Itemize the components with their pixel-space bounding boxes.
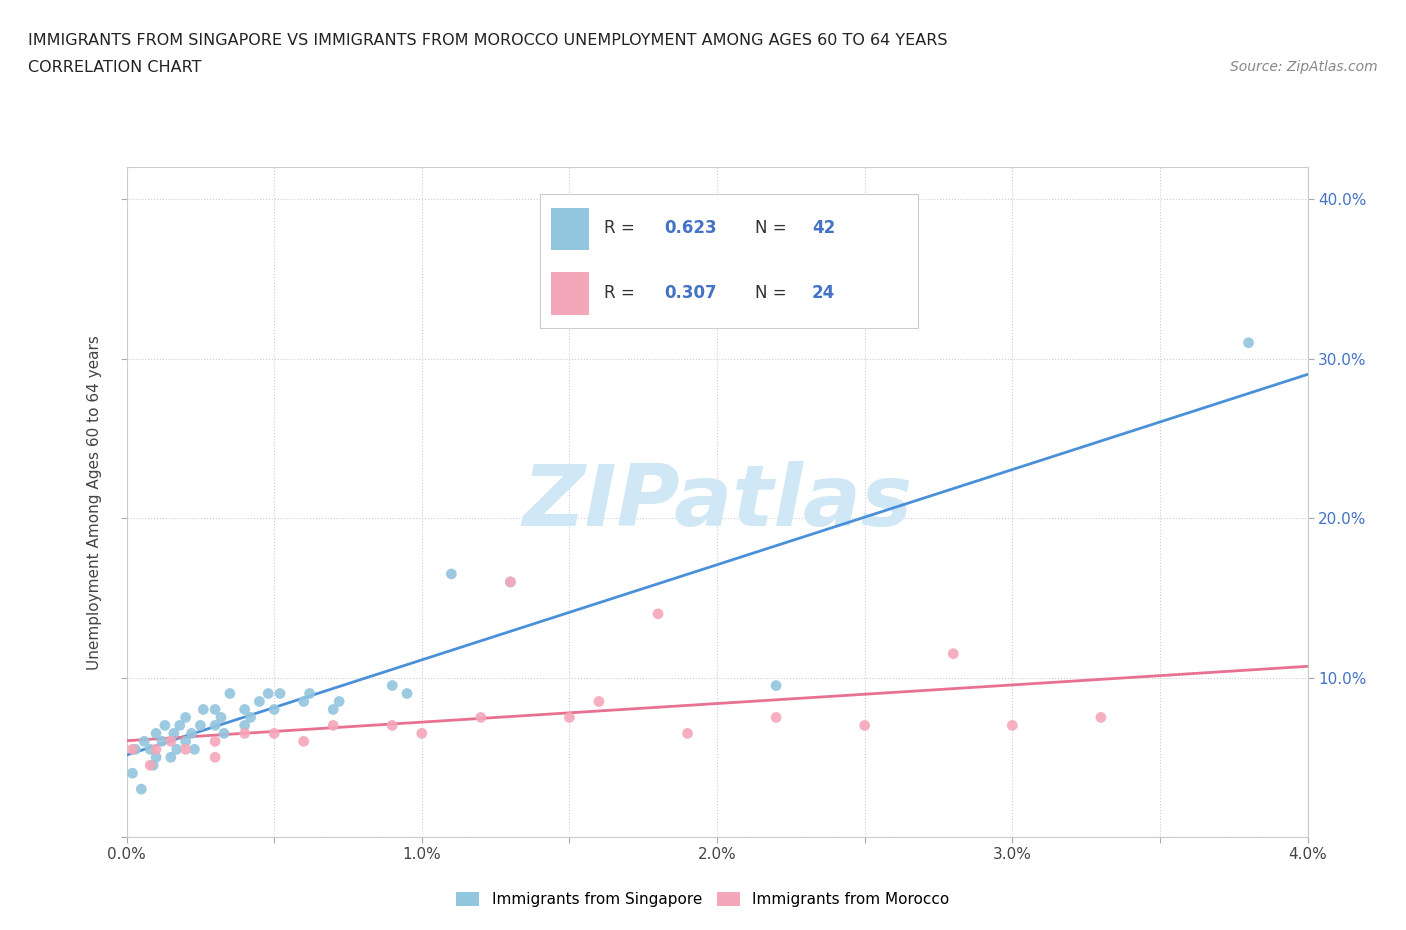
Point	[174, 710, 197, 724]
Point	[204, 702, 226, 717]
Point	[1237, 336, 1260, 351]
Text: IMMIGRANTS FROM SINGAPORE VS IMMIGRANTS FROM MOROCCO UNEMPLOYMENT AMONG AGES 60 : IMMIGRANTS FROM SINGAPORE VS IMMIGRANTS …	[28, 33, 948, 47]
Point	[381, 718, 404, 733]
Point	[134, 734, 156, 749]
Point	[381, 678, 404, 693]
Point	[193, 702, 215, 717]
Point	[247, 694, 270, 709]
Point	[160, 750, 183, 764]
Point	[411, 726, 433, 741]
Point	[139, 742, 162, 757]
Point	[853, 718, 876, 733]
Point	[129, 782, 153, 797]
Point	[1001, 718, 1024, 733]
Point	[499, 575, 522, 590]
Point	[166, 742, 188, 757]
Point	[153, 718, 176, 733]
Point	[209, 710, 232, 724]
Point	[233, 718, 256, 733]
Point	[233, 726, 256, 741]
Point	[942, 646, 965, 661]
Point	[765, 678, 787, 693]
Text: ZIPatlas: ZIPatlas	[522, 460, 912, 544]
Y-axis label: Unemployment Among Ages 60 to 64 years: Unemployment Among Ages 60 to 64 years	[87, 335, 103, 670]
Point	[263, 702, 285, 717]
Point	[440, 566, 463, 581]
Point	[233, 702, 256, 717]
Point	[396, 686, 419, 701]
Point	[292, 734, 315, 749]
Point	[183, 742, 205, 757]
Point	[239, 710, 262, 724]
Point	[145, 726, 167, 741]
Point	[269, 686, 291, 701]
Text: Source: ZipAtlas.com: Source: ZipAtlas.com	[1230, 60, 1378, 74]
Point	[676, 726, 699, 741]
Point	[212, 726, 235, 741]
Point	[160, 734, 183, 749]
Point	[219, 686, 242, 701]
Point	[180, 726, 202, 741]
Point	[558, 710, 581, 724]
Point	[163, 726, 186, 741]
Legend: Immigrants from Singapore, Immigrants from Morocco: Immigrants from Singapore, Immigrants fr…	[450, 885, 956, 913]
Point	[292, 694, 315, 709]
Text: CORRELATION CHART: CORRELATION CHART	[28, 60, 201, 75]
Point	[328, 694, 350, 709]
Point	[121, 742, 143, 757]
Point	[647, 606, 669, 621]
Point	[470, 710, 492, 724]
Point	[145, 750, 167, 764]
Point	[188, 718, 211, 733]
Point	[124, 742, 146, 757]
Point	[145, 742, 167, 757]
Point	[121, 765, 143, 780]
Point	[204, 734, 226, 749]
Point	[588, 694, 610, 709]
Point	[765, 710, 787, 724]
Point	[174, 742, 197, 757]
Point	[257, 686, 280, 701]
Point	[322, 718, 344, 733]
Point	[139, 758, 162, 773]
Point	[1090, 710, 1112, 724]
Point	[150, 734, 173, 749]
Point	[263, 726, 285, 741]
Point	[499, 575, 522, 590]
Point	[174, 734, 197, 749]
Point	[142, 758, 165, 773]
Point	[204, 750, 226, 764]
Point	[298, 686, 321, 701]
Point	[204, 718, 226, 733]
Point	[322, 702, 344, 717]
Point	[169, 718, 191, 733]
